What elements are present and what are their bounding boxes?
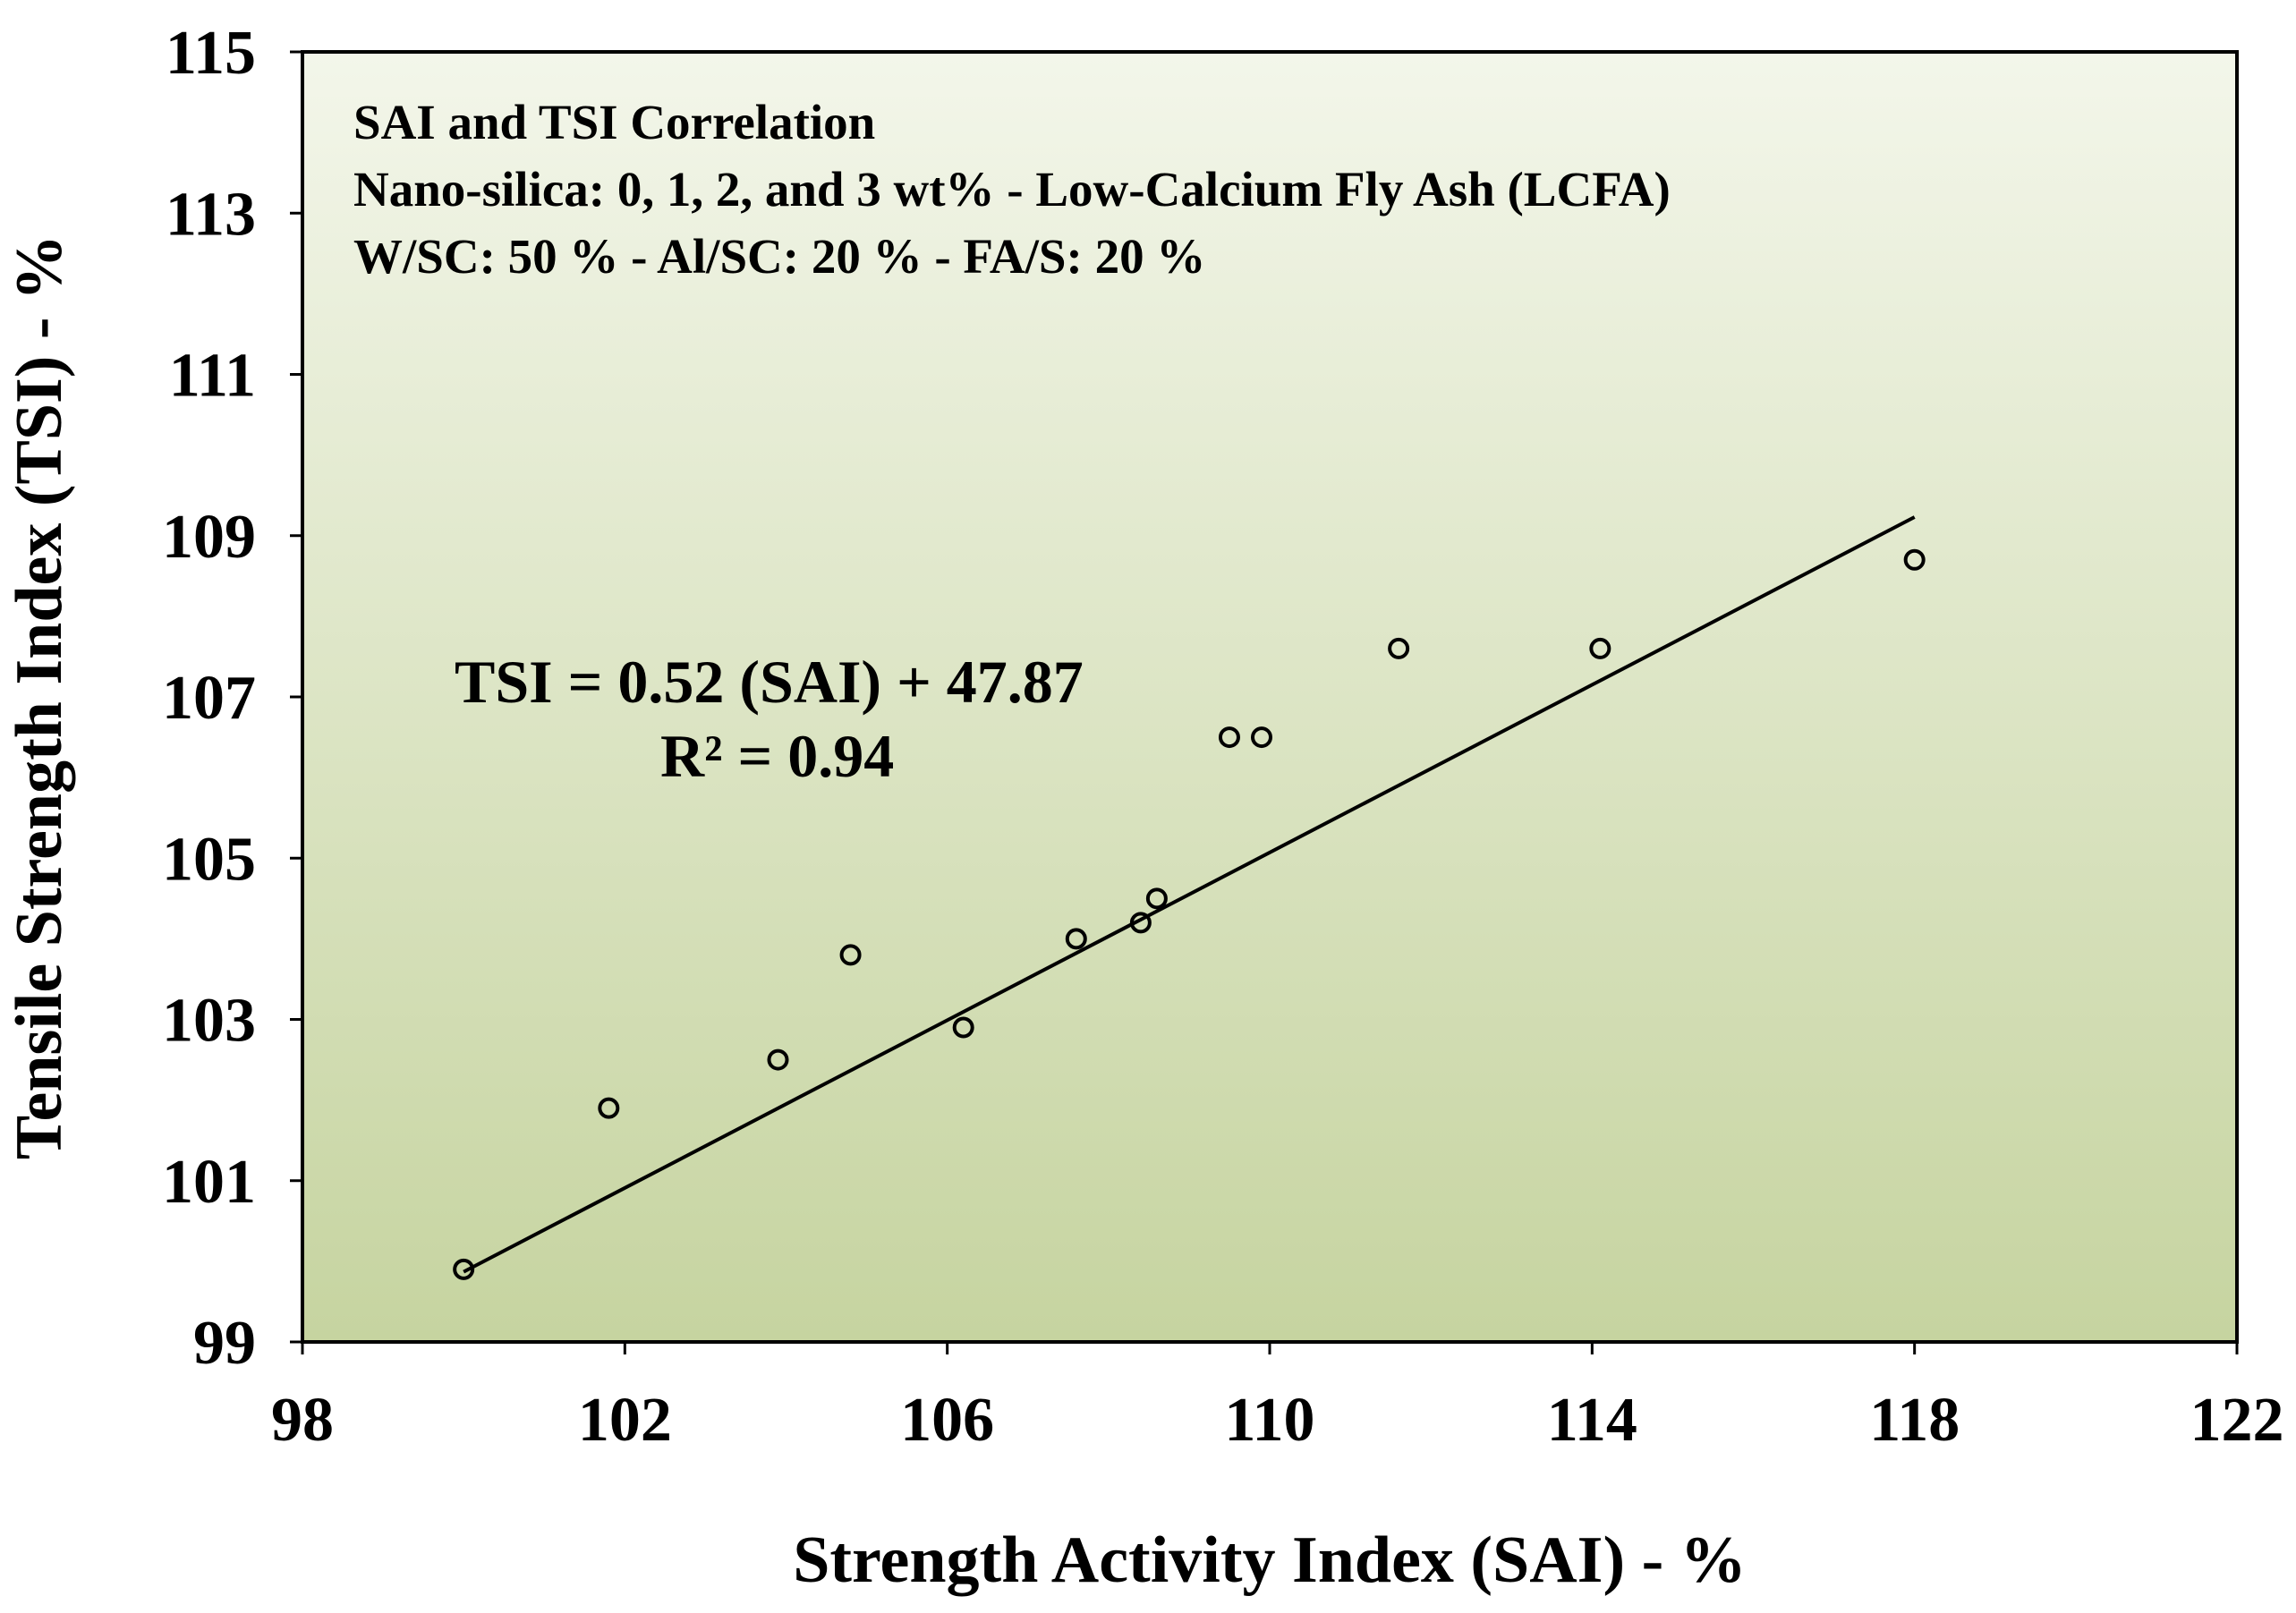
y-axis-ticks: 99 101 103 105 107 109 111 113 115 [162,19,302,1378]
data-point [1589,637,1611,659]
trendline [463,515,1916,1274]
annotation-block: SAI and TSI Correlation Nano-silica: 0, … [353,95,1671,284]
y-tick-label: 109 [162,503,256,572]
plot-area [301,50,2239,1344]
data-point [839,944,862,966]
trendline-equation: TSI = 0.52 (SAI) + 47.87 [455,648,1084,716]
data-point [598,1097,620,1119]
x-tick-label: 110 [1224,1386,1314,1455]
data-point [1388,637,1410,659]
x-tick-label: 102 [578,1386,672,1455]
data-point [1065,928,1087,950]
y-tick-label: 115 [166,19,256,88]
data-point [1903,548,1926,571]
data-point [1250,726,1272,749]
y-tick-label: 107 [162,664,256,733]
y-tick-label: 105 [162,825,256,894]
data-point [1218,726,1240,749]
data-point [453,1258,475,1280]
x-axis-ticks: 98 102 106 110 114 118 122 [271,1342,2284,1455]
y-axis-title: Tensile Strength Index (TSI) - % [3,234,76,1159]
r-squared-label: R² = 0.94 [660,722,894,790]
y-tick-label: 113 [166,180,256,249]
x-tick-label: 114 [1547,1386,1637,1455]
annotation-line-2: Nano-silica: 0, 1, 2, and 3 wt% - Low-Ca… [353,162,1671,216]
annotation-line-1: SAI and TSI Correlation [353,95,875,149]
data-points [453,548,1926,1280]
x-axis-title: Strength Activity Index (SAI) - % [793,1524,1746,1597]
y-tick-label: 99 [193,1309,256,1378]
data-point [1145,887,1168,910]
data-point [767,1048,789,1071]
x-tick-label: 118 [1869,1386,1960,1455]
x-tick-label: 106 [900,1386,994,1455]
annotation-line-3: W/SC: 50 % - Al/SC: 20 % - FA/S: 20 % [353,229,1205,284]
x-tick-label: 122 [2190,1386,2284,1455]
y-tick-label: 103 [162,987,256,1056]
x-tick-label: 98 [271,1386,334,1455]
y-tick-label: 111 [169,342,256,411]
data-point [1129,912,1152,934]
data-point [952,1016,974,1039]
y-tick-label: 101 [162,1148,256,1217]
